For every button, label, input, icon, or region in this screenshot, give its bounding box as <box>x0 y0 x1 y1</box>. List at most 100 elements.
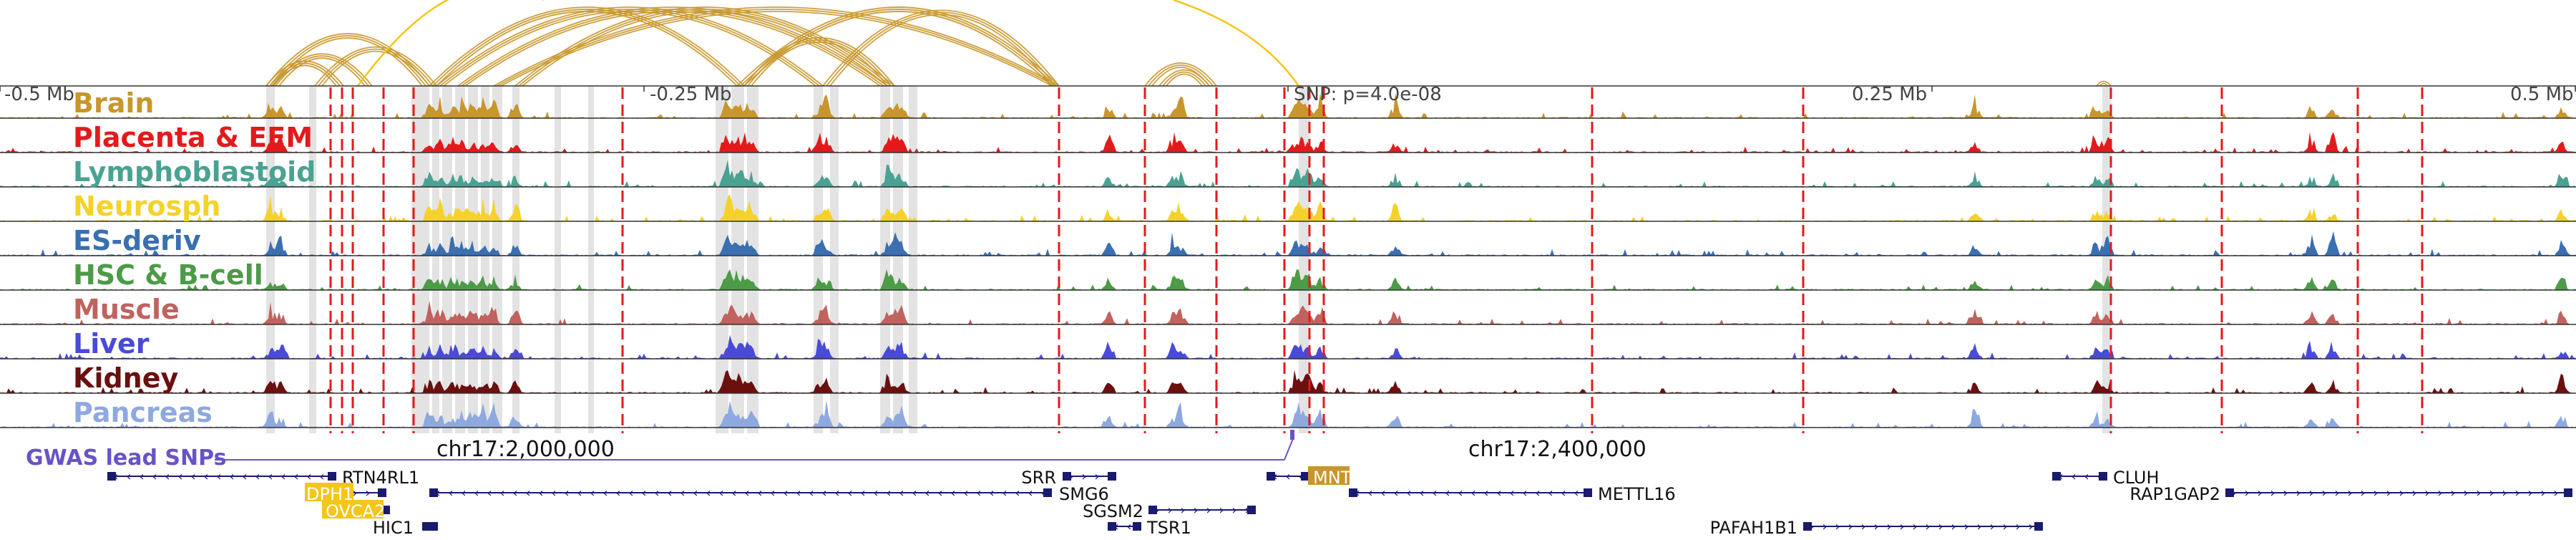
gene-arrow: ‹ <box>821 486 826 501</box>
gene-arrow: › <box>2553 486 2558 501</box>
gene-arrow: ‹ <box>1002 486 1007 501</box>
gene-arrow: › <box>2015 519 2020 534</box>
gene-arrow: ‹ <box>319 469 324 484</box>
loop-arc <box>500 11 1053 87</box>
gene-arrow: › <box>1094 469 1099 484</box>
scale-label: 0.25 Mb <box>1852 84 1927 105</box>
gene-arrow: › <box>1822 519 1827 534</box>
gene-label-box <box>322 500 384 519</box>
highlight-band <box>814 86 823 433</box>
gene-arrow: › <box>1873 519 1878 534</box>
gene-arrow: › <box>2002 519 2007 534</box>
gene-arrow: › <box>2463 486 2468 501</box>
highlight-band <box>830 86 839 433</box>
gene-arrow: ‹ <box>293 469 298 484</box>
gene-arrow: › <box>2476 486 2481 501</box>
gene-exon <box>1803 522 1812 531</box>
track-label: Placenta & EEM <box>73 122 313 153</box>
loop-arc <box>518 9 892 87</box>
loop-arc <box>439 9 820 87</box>
gene-arrow: ‹ <box>1380 486 1385 501</box>
loop-arc <box>743 37 895 87</box>
gene-arrow: › <box>2386 486 2391 501</box>
gene-arrow: ‹ <box>834 486 839 501</box>
highlight-band <box>455 86 465 433</box>
gene-arrow: ‹ <box>551 486 556 501</box>
gene-arrow: ‹ <box>590 486 595 501</box>
gene-arrow: ‹ <box>139 469 144 484</box>
highlight-band <box>309 86 316 433</box>
gene-arrow: › <box>2028 519 2033 534</box>
gene-arrow: › <box>1206 503 1211 518</box>
highlight-band <box>442 86 452 433</box>
gene-arrow: › <box>1167 503 1172 518</box>
highlight-band <box>747 86 758 433</box>
gene-exon <box>1301 472 1309 481</box>
gene-arrow: ‹ <box>886 486 891 501</box>
gene-arrow: › <box>2437 486 2442 501</box>
gene-exon <box>2052 472 2061 481</box>
loop-arc-highlight <box>1173 0 1300 87</box>
track-signal-1 <box>0 132 2576 153</box>
axis-position-label: chr17:2,000,000 <box>436 437 615 462</box>
gene-arrow: › <box>1219 503 1224 518</box>
axis-position-label: chr17:2,400,000 <box>1468 437 1646 462</box>
gene-arrow: › <box>2514 486 2519 501</box>
track-signal-2 <box>0 160 2576 187</box>
scale-label: SNP: p=4.0e-08 <box>1294 84 1442 105</box>
gene-label-box <box>305 483 353 501</box>
highlight-band <box>468 86 478 433</box>
highlight-band <box>512 86 519 433</box>
gene-arrow: ‹ <box>1574 486 1579 501</box>
top-scale: -0.5 Mb -0.25 Mb SNP: p=4.0e-08 0.25 Mb 0.5 … <box>0 84 2576 105</box>
highlight-band <box>588 86 594 433</box>
loop-arc <box>265 33 430 87</box>
gene-arrow: ‹ <box>1535 486 1540 501</box>
gene-arrow: › <box>1848 519 1853 534</box>
gene-arrow: › <box>2308 486 2313 501</box>
loop-arc <box>736 6 1060 87</box>
gene-arrow: ‹ <box>564 486 569 501</box>
gene-arrow: ‹ <box>255 469 260 484</box>
loop-arc <box>314 46 437 87</box>
gene-arrow: ‹ <box>306 469 311 484</box>
gene-arrow: ‹ <box>229 469 234 484</box>
gene-arrow: › <box>1899 519 1904 534</box>
gene-arrow: ‹ <box>667 486 672 501</box>
highlight-band <box>266 86 275 433</box>
gene-label: CLUH <box>2113 468 2160 488</box>
gene-arrow: ‹ <box>461 486 466 501</box>
loop-arc <box>822 9 1060 87</box>
gene-arrow: ‹ <box>641 486 646 501</box>
gene-arrow: ‹ <box>1496 486 1501 501</box>
gene-arrow: ‹ <box>924 486 930 501</box>
gene-arrow: ‹ <box>1548 486 1553 501</box>
track-label: Liver <box>73 328 150 360</box>
gene-arrow: › <box>1989 519 1994 534</box>
gene-arrow: ‹ <box>487 486 492 501</box>
loop-arc <box>1162 71 1206 87</box>
track-signal-3 <box>0 194 2576 221</box>
track-signal-6 <box>0 301 2576 324</box>
gene-arrow: ‹ <box>1028 486 1033 501</box>
gene-arrow: ‹ <box>152 469 157 484</box>
gwas-row: GWAS lead SNPs chr17:2,000,000 chr17:2,400… <box>26 430 1646 471</box>
gene-arrow: ‹ <box>165 469 170 484</box>
gene-arrow: ‹ <box>1393 486 1398 501</box>
gene-arrow: ‹ <box>512 486 517 501</box>
gene-exon <box>107 472 116 481</box>
gene-exon <box>1108 472 1116 481</box>
gene-exon <box>429 522 438 531</box>
track-label: Kidney <box>73 362 178 394</box>
gene-arrow: ‹ <box>899 486 904 501</box>
gene-arrow: › <box>2296 486 2301 501</box>
loop-arc <box>747 39 892 87</box>
gene-arrow: › <box>352 486 357 501</box>
gene-label: SGSM2 <box>1083 501 1143 521</box>
gene-arrow: ‹ <box>126 469 131 484</box>
track-label: Pancreas <box>73 397 213 428</box>
gene-arrow: › <box>1976 519 1981 534</box>
gene-label: SMG6 <box>1059 484 1109 504</box>
gene-arrow: ‹ <box>577 486 582 501</box>
gene-arrow: ‹ <box>177 469 182 484</box>
